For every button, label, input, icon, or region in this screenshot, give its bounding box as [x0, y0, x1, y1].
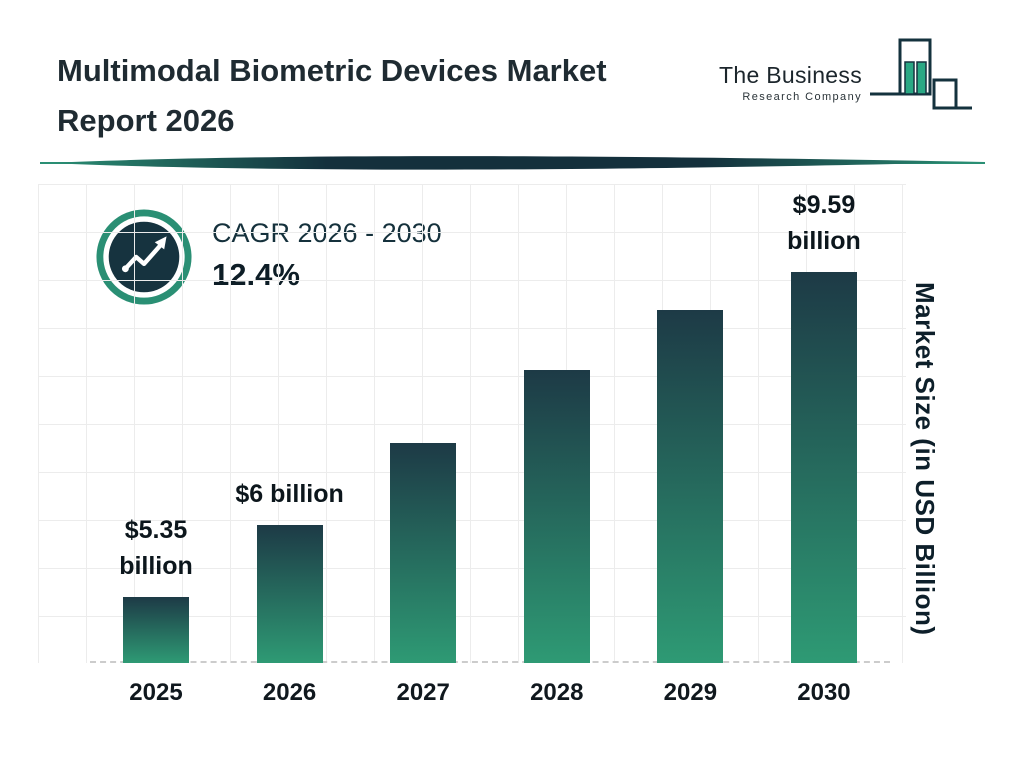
bar-value-line2: billion — [119, 551, 193, 580]
divider-line — [40, 156, 985, 170]
bar-group-2025: $5.35 billion — [95, 182, 217, 663]
bar-chart: $5.35 billion $6 billion — [0, 182, 1024, 722]
bar-group-2026: $6 billion — [229, 182, 351, 663]
bar-value-line2: billion — [787, 226, 861, 255]
bars-row: $5.35 billion $6 billion — [95, 182, 885, 663]
x-axis-label-2028: 2028 — [530, 679, 584, 706]
bar-value-label-2025: $5.35 billion — [119, 512, 193, 585]
chart-gridlines — [38, 184, 906, 663]
bar-2027 — [390, 443, 457, 663]
bar-2028 — [523, 370, 590, 663]
bar-value-line1: $9.59 — [792, 190, 856, 219]
bar-value-line1: $5.35 — [124, 515, 188, 544]
logo-name: The Business — [719, 62, 862, 88]
bar-group-2030: $9.59 billion — [763, 182, 885, 663]
bar-2029 — [657, 310, 724, 663]
page-title-line1: Multimodal Biometric Devices Market — [57, 53, 607, 88]
logo-bars-icon — [870, 38, 972, 110]
bar-2026 — [256, 525, 323, 663]
bar-2030 — [790, 272, 857, 663]
bar-value-line1: $6 billion — [235, 479, 344, 508]
bar-group-2029 — [629, 182, 751, 663]
x-axis-label-2029: 2029 — [663, 679, 718, 706]
bar-value-label-2030: $9.59 billion — [787, 187, 861, 260]
x-axis-label-2026: 2026 — [262, 679, 317, 706]
y-axis-title: Market Size (in USD Billion) — [910, 282, 940, 636]
bar-group-2027 — [362, 182, 484, 663]
bar-group-2028 — [496, 182, 618, 663]
x-axis-label-2030: 2030 — [797, 679, 851, 706]
logo-text: The Business Research Company — [719, 62, 862, 103]
logo: The Business Research Company — [719, 36, 974, 116]
chart-baseline — [90, 661, 890, 663]
logo-subtitle: Research Company — [742, 91, 862, 103]
bar-2025 — [123, 597, 189, 663]
x-axis: 2025 2026 2027 2028 2029 2030 — [95, 679, 885, 707]
bar-value-label-2026: $6 billion — [235, 476, 343, 512]
page-title-line2: Report 2026 — [57, 102, 235, 138]
x-axis-label-2025: 2025 — [129, 679, 183, 706]
page-title: Multimodal Biometric Devices Market Repo… — [57, 46, 717, 145]
x-axis-label-2027: 2027 — [396, 679, 450, 706]
